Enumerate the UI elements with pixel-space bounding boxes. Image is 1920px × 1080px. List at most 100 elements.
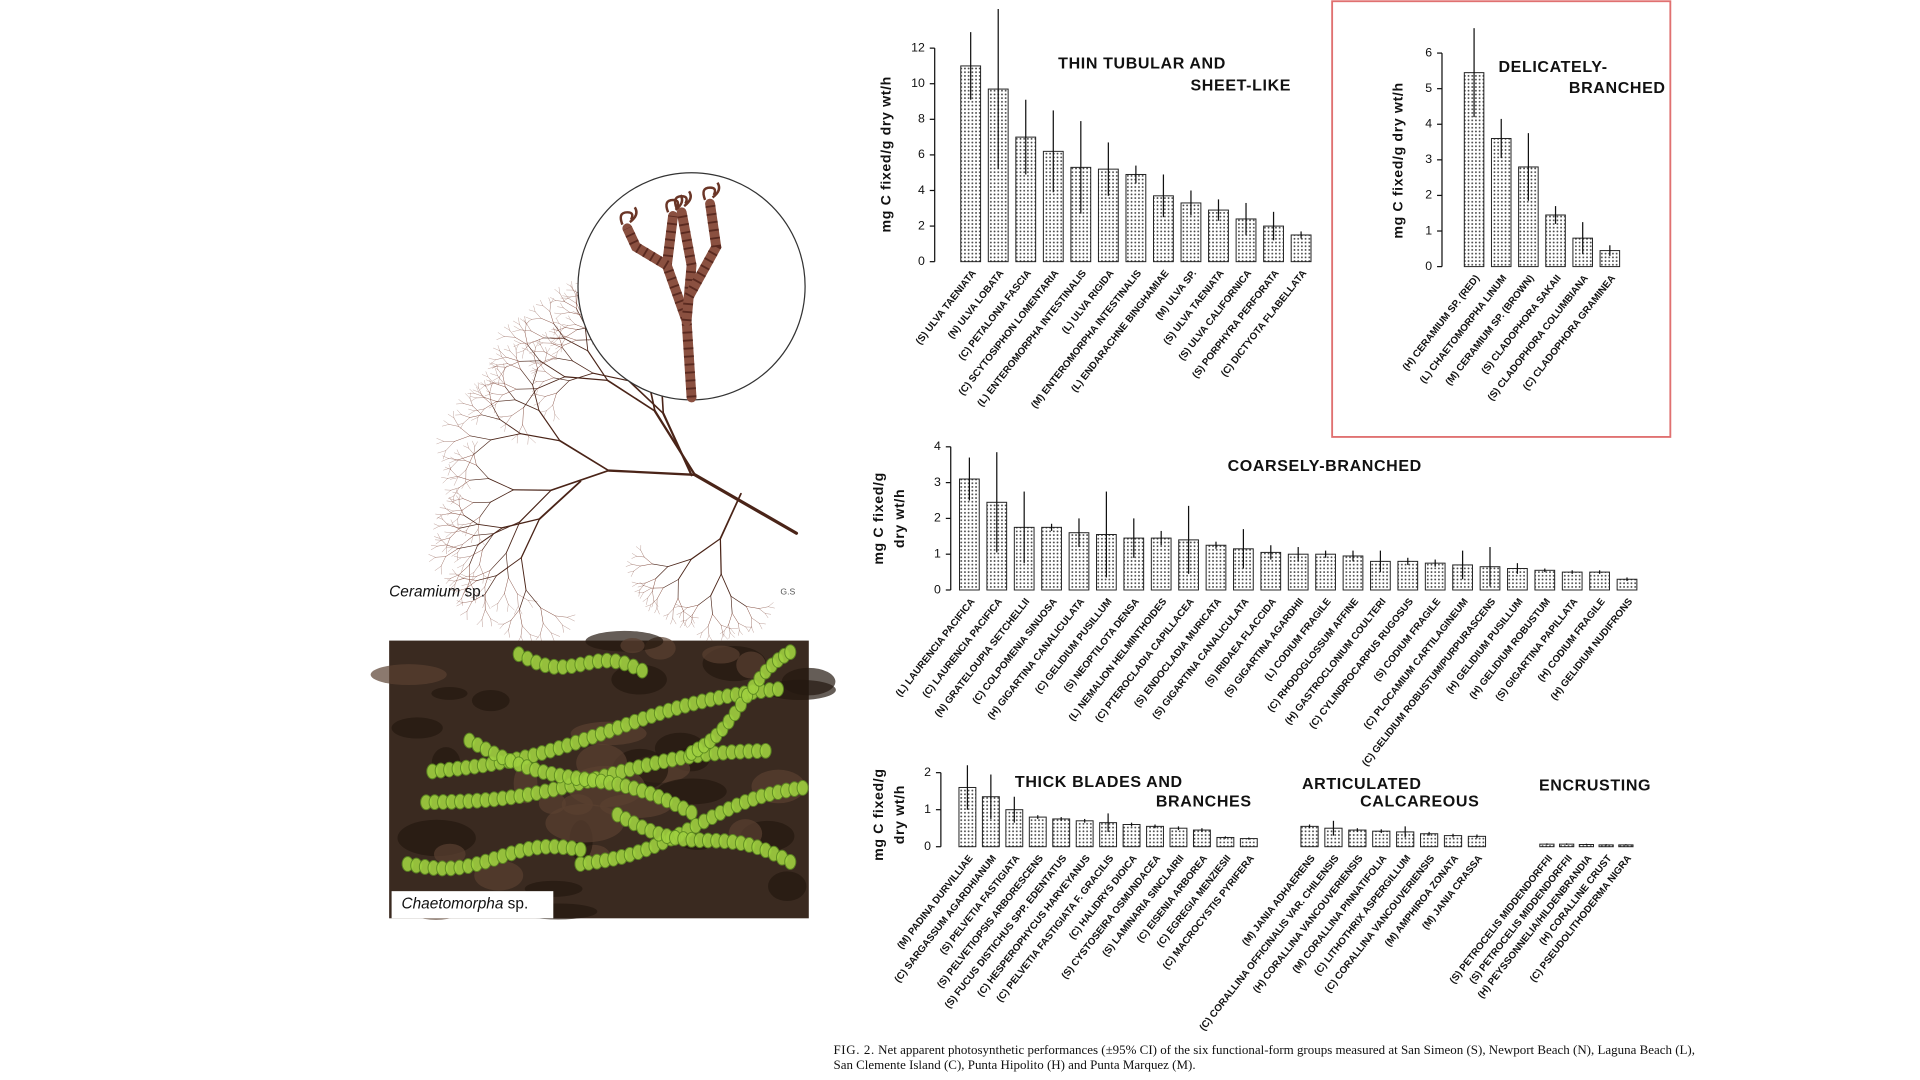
branch: [504, 386, 516, 401]
branch: [442, 478, 448, 484]
branch: [468, 447, 474, 455]
branch: [758, 606, 769, 609]
branch: [554, 414, 560, 420]
branch: [445, 490, 451, 495]
branch: [557, 336, 567, 340]
branch: [554, 312, 561, 315]
branch: [486, 379, 494, 383]
branch: [514, 399, 540, 411]
branch: [508, 604, 515, 611]
image-caption: Ceramium sp.: [389, 584, 485, 601]
branch: [436, 438, 444, 442]
y-tick-label: 2: [1425, 188, 1432, 202]
branch: [640, 550, 645, 558]
branch: [505, 356, 520, 362]
branch: [492, 376, 500, 381]
bar: [1192, 829, 1211, 848]
branch: [507, 324, 510, 331]
branch: [553, 414, 556, 422]
bar: [1348, 829, 1367, 848]
bar: [1122, 824, 1141, 848]
branch: [497, 369, 504, 377]
branch: [457, 544, 479, 549]
branch: [562, 625, 564, 633]
branch: [493, 382, 506, 388]
branch: [482, 533, 495, 551]
branch: [434, 566, 442, 571]
branch: [546, 336, 552, 344]
branch: [445, 466, 451, 470]
bar: [1239, 838, 1258, 848]
branch: [690, 537, 721, 560]
branch: [570, 319, 576, 325]
branch: [428, 554, 436, 558]
branch: [519, 329, 532, 332]
branch: [454, 435, 471, 442]
branch: [520, 518, 541, 559]
branch: [471, 536, 473, 543]
bar: [1372, 830, 1391, 848]
branch: [446, 544, 459, 549]
alga-cell: [771, 681, 784, 698]
branch: [555, 351, 558, 358]
branch: [536, 362, 544, 370]
branch: [532, 384, 540, 411]
alga-cell: [685, 804, 698, 821]
branch: [473, 590, 480, 596]
branch: [458, 564, 470, 575]
branch: [679, 612, 682, 618]
branch: [485, 393, 493, 396]
branch: [451, 589, 458, 592]
branch: [562, 324, 568, 326]
branch: [443, 420, 450, 425]
branch: [478, 538, 481, 547]
branch: [505, 521, 521, 554]
branch: [538, 409, 561, 442]
branch: [462, 589, 467, 596]
branch: [468, 408, 475, 412]
branch: [724, 624, 729, 632]
branch: [495, 415, 503, 418]
branch: [462, 498, 474, 503]
branch: [568, 315, 571, 320]
genus: Ceramium: [389, 584, 460, 601]
branch: [471, 417, 479, 421]
branch: [474, 383, 479, 389]
branch: [554, 357, 573, 362]
branch: [460, 611, 468, 616]
branch: [570, 284, 574, 291]
branch: [497, 593, 505, 604]
branch: [728, 632, 731, 639]
branch: [463, 417, 470, 424]
branch: [431, 546, 438, 550]
branch: [490, 373, 498, 376]
branch: [468, 576, 477, 585]
branch: [536, 362, 542, 366]
branch: [452, 491, 459, 494]
branch: [446, 537, 451, 548]
branch: [473, 393, 483, 397]
branch: [651, 563, 669, 567]
branch: [476, 586, 485, 596]
branch: [513, 343, 521, 347]
branch: [543, 623, 552, 634]
branch: [451, 512, 465, 516]
branch: [652, 591, 655, 601]
branch: [490, 489, 514, 503]
branch: [453, 544, 463, 548]
branch: [472, 501, 491, 503]
branch: [538, 381, 544, 389]
branch: [460, 573, 467, 577]
branch: [551, 342, 563, 349]
branch: [550, 632, 560, 637]
bar: [1534, 569, 1556, 591]
branch: [540, 607, 556, 617]
branch: [532, 391, 538, 395]
branch: [519, 433, 561, 442]
branch: [538, 480, 582, 520]
branch: [562, 295, 571, 298]
branch: [433, 523, 440, 527]
branch: [440, 538, 447, 546]
branch: [454, 574, 460, 585]
